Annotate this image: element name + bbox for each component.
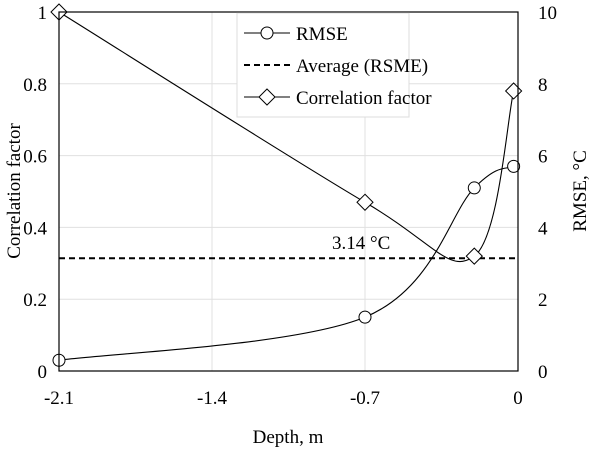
plot-frame — [58, 11, 519, 372]
y-left-tick-label: 0.2 — [23, 290, 47, 311]
data-point-correlation-factor — [465, 247, 483, 265]
y-left-tick-label: 0.6 — [23, 147, 47, 168]
x-tick-label: -1.4 — [197, 388, 228, 409]
y-right-tick-label: 8 — [538, 75, 548, 96]
x-tick-label: 0 — [513, 388, 523, 409]
series-line-rmse — [58, 165, 514, 361]
y-right-tick-label: 4 — [538, 218, 548, 239]
legend-diamond-marker — [258, 88, 276, 106]
y-left-tick-label: 0.4 — [23, 218, 47, 239]
y-left-tick-label: 0 — [38, 362, 48, 383]
y-right-tick-label: 10 — [538, 3, 557, 24]
x-tick-label: -0.7 — [350, 388, 380, 409]
data-point-rmse — [358, 310, 372, 324]
legend-rmse: RMSE — [296, 24, 348, 45]
x-tick-label: -2.1 — [44, 388, 74, 409]
y-left-tick-label: 0.8 — [23, 75, 47, 96]
y-right-axis-label: RMSE, °C — [570, 150, 591, 232]
y-left-tick-label: 1 — [38, 3, 48, 24]
y-right-tick-label: 2 — [538, 290, 548, 311]
annotation-average: 3.14 °C — [332, 233, 390, 254]
y-right-tick-label: 0 — [538, 362, 548, 383]
data-point-correlation-factor — [356, 193, 374, 211]
data-point-rmse — [467, 181, 481, 195]
data-point-rmse — [507, 159, 521, 173]
legend: RMSE Average (RSME) Correlation factor — [236, 12, 432, 118]
legend-correlation: Correlation factor — [296, 88, 432, 109]
series-line-correlation-factor — [58, 11, 515, 262]
legend-circle-marker — [260, 26, 274, 40]
legend-average: Average (RSME) — [296, 56, 428, 77]
x-axis-label: Depth, m — [253, 427, 324, 448]
y-right-tick-label: 6 — [538, 147, 548, 168]
y-left-axis-label: Correlation factor — [4, 123, 25, 259]
data-point-correlation-factor — [504, 82, 523, 100]
